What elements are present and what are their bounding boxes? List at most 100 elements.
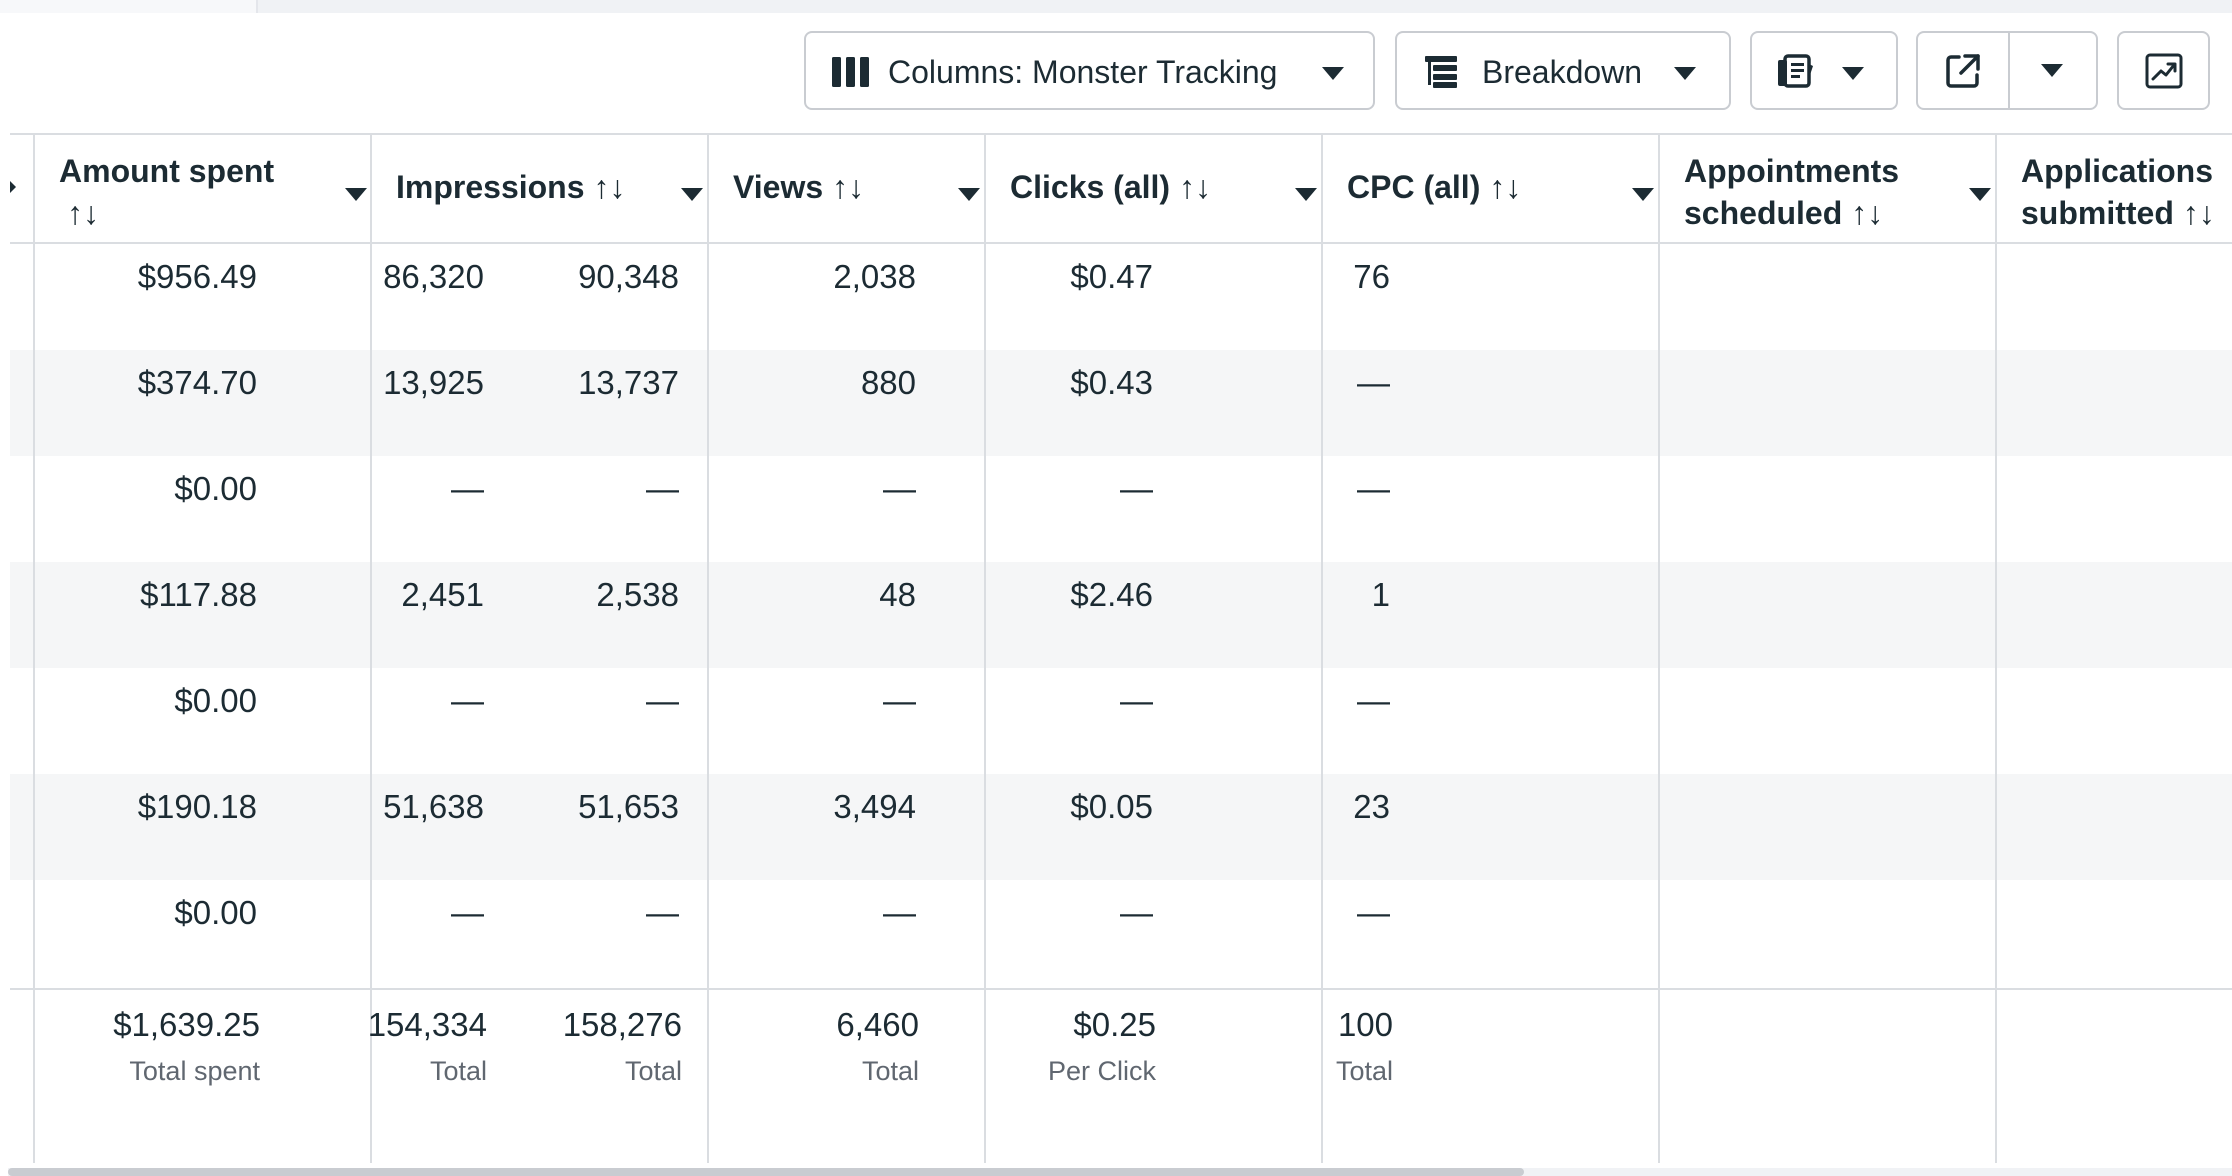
breakdown-icon [1425,56,1457,88]
table-cell: $0.00 [174,894,257,931]
caret-down-icon[interactable] [345,188,367,201]
table-cell: 76 [1353,258,1390,295]
table-cell: 13,737 [578,364,679,401]
chart-button[interactable] [2117,31,2210,110]
grid-line [10,242,2232,244]
table-row[interactable] [10,774,2232,880]
table-row[interactable] [10,562,2232,668]
header-views[interactable]: Views ↑↓ [709,133,984,244]
table-cell: 13,925 [383,364,484,401]
grid-line [984,133,986,1163]
caret-down-icon[interactable] [1632,188,1654,201]
table-cell: 880 [860,364,916,401]
breakdown-button[interactable]: Breakdown [1395,31,1731,110]
grid-line [33,133,35,1163]
columns-button-label: Columns: Monster Tracking [888,54,1278,90]
table-cell: 1 [1371,576,1390,613]
total-label: Total [1335,1056,1393,1086]
caret-down-icon[interactable] [1969,188,1991,201]
table-cell: — [883,894,916,931]
table-cell: — [1120,894,1153,931]
caret-down-icon[interactable] [958,188,980,201]
table-cell: — [1357,364,1390,401]
table-cell: 51,638 [383,788,484,825]
table-cell: — [883,470,916,507]
header-appointments-scheduled[interactable]: Appointments scheduled ↑↓ [1660,133,1995,244]
columns-button[interactable]: Columns: Monster Tracking [804,31,1375,110]
export-button-group [1916,31,2098,110]
header-label: Clicks (all) ↑↓ [1010,169,1211,205]
table-cell: 3,494 [833,788,916,825]
sort-icon[interactable]: ↑↓ [67,195,99,231]
reports-button[interactable] [1750,31,1898,110]
table-cell: $117.88 [140,576,257,613]
header-label: CPC (all) ↑↓ [1347,169,1522,205]
table-cell: — [883,682,916,719]
table-cell: $0.47 [1070,258,1153,295]
table-cell: $0.43 [1070,364,1153,401]
table-cell: — [451,894,484,931]
header-label: Applications [2021,153,2214,189]
caret-down-icon [1322,67,1344,80]
table-cell: 2,451 [401,576,484,613]
export-menu-button[interactable] [2008,33,2096,108]
table-cell: 2,038 [833,258,916,295]
total-label: Total [861,1056,919,1086]
header-impressions[interactable]: Impressions ↑↓ [372,133,707,244]
data-table: Amount spent ↑↓ Impressions ↑↓ Views ↑↓ … [10,133,2232,1163]
header-label: Impressions ↑↓ [396,169,626,205]
export-button[interactable] [1918,33,2010,108]
table-cell: $2.46 [1070,576,1153,613]
header-clicks[interactable]: Clicks (all) ↑↓ [986,133,1321,244]
table-cell: 48 [879,576,916,613]
tab-segment[interactable] [0,0,258,13]
total-value: 6,460 [836,1006,919,1043]
columns-icon [832,57,869,87]
table-cell: — [646,470,679,507]
table-cell: $0.00 [174,682,257,719]
table-row[interactable] [10,350,2232,456]
grid-line [10,133,2232,135]
grid-line [10,988,2232,990]
table-cell: 23 [1353,788,1390,825]
header-amount-spent[interactable]: Amount spent ↑↓ [35,133,370,244]
caret-down-icon [1842,67,1864,80]
grid-line [370,133,372,1163]
header-label: scheduled ↑↓ [1684,195,1884,231]
caret-down-icon[interactable] [1295,188,1317,201]
table-cell: — [1357,470,1390,507]
table-cell: — [646,894,679,931]
table-cell: $0.05 [1070,788,1153,825]
total-value: $1,639.25 [113,1006,260,1043]
table-cell: $956.49 [137,258,257,295]
top-tab-strip [0,0,2232,13]
total-value: 154,334 [367,1006,487,1043]
table-cell: — [646,682,679,719]
table-cell: 90,348 [578,258,679,295]
table-cell: 2,538 [596,576,679,613]
total-value: 158,276 [562,1006,682,1043]
caret-down-icon [1674,67,1696,80]
reports-icon [1778,54,1813,88]
header-label: Appointments [1684,153,1900,189]
header-label: Views ↑↓ [733,169,865,205]
header-cpc[interactable]: CPC (all) ↑↓ [1323,133,1658,244]
total-label: Total [429,1056,487,1086]
caret-down-icon[interactable] [681,188,703,201]
export-icon [1946,53,1980,88]
table-cell: — [1357,894,1390,931]
table-cell: $0.00 [174,470,257,507]
header-applications-submitted[interactable]: Applications submitted ↑↓ [1997,133,2232,244]
table-cell: — [451,682,484,719]
total-label: Per Click [1047,1056,1156,1086]
chart-icon [2145,53,2182,88]
scrollbar-thumb[interactable] [8,1168,1524,1176]
grid-line [1995,133,1997,1163]
scroll-left-caret-icon [10,181,16,193]
caret-down-icon [2041,64,2063,77]
total-value: $0.25 [1073,1006,1156,1043]
table-cell: $190.18 [137,788,257,825]
table-cell: 51,653 [578,788,679,825]
header-label: submitted ↑↓ [2021,195,2215,231]
